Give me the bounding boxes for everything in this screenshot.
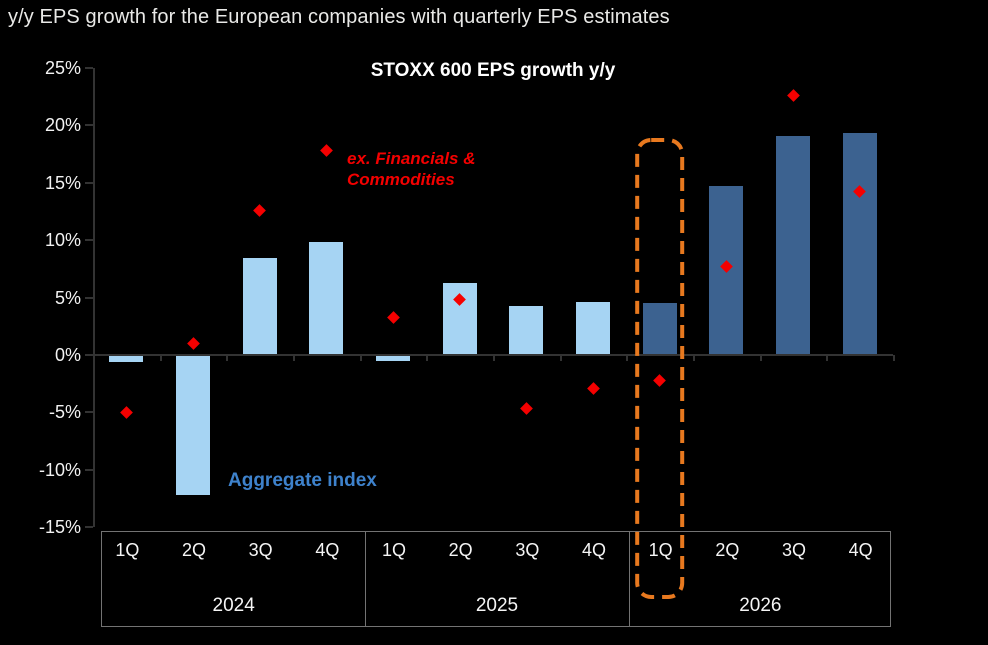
x-axis-quarter-label: 3Q: [248, 540, 273, 560]
marker-3q-2025: [519, 402, 533, 416]
x-axis-quarter-label: 1Q: [115, 540, 140, 560]
year-divider: [628, 532, 630, 626]
y-axis-label: 0%: [54, 344, 81, 365]
series-label-ex-financials-line1: ex. Financials &: [347, 149, 476, 168]
x-axis-tick: [759, 354, 762, 361]
bar-3q-2026: [776, 135, 810, 355]
x-axis-tick: [893, 354, 895, 361]
x-axis-quarter-label: 2Q: [448, 540, 473, 560]
marker-2q-2024: [186, 337, 200, 350]
x-axis-year-label: 2024: [212, 595, 255, 616]
marker-1q-2026: [653, 373, 667, 387]
x-axis-quarter-label: 3Q: [781, 540, 806, 560]
y-axis-label: 10%: [44, 230, 81, 251]
y-axis-label: 20%: [44, 115, 81, 136]
x-axis-tick: [493, 354, 495, 361]
y-axis-tick: [85, 526, 93, 528]
x-axis-tick: [426, 354, 429, 361]
marker-3q-2024: [253, 203, 267, 217]
y-axis-line: [93, 68, 95, 527]
bar-3q-2025: [509, 305, 544, 355]
y-axis-tick: [85, 296, 93, 299]
y-axis-tick: [85, 468, 93, 471]
x-axis-tick: [626, 354, 629, 361]
x-axis-tick: [359, 354, 362, 361]
y-axis-tick: [85, 353, 93, 356]
x-axis-quarter-label: 2Q: [181, 540, 206, 560]
marker-1q-2024: [119, 405, 133, 419]
y-axis-tick: [85, 67, 93, 69]
x-axis-tick: [559, 354, 562, 361]
series-label-ex-financials-line2: Commodities: [347, 170, 455, 189]
bar-1q-2026: [642, 303, 677, 355]
bar-2q-2024: [176, 354, 210, 495]
marker-1q-2025: [386, 310, 400, 324]
marker-3q-2026: [786, 89, 800, 102]
x-axis-quarter-label: 1Q: [648, 540, 673, 560]
x-axis-quarter-label: 3Q: [515, 540, 540, 560]
x-axis-quarter-label: 4Q: [315, 540, 340, 560]
x-axis-tick: [93, 354, 95, 361]
x-axis-tick: [826, 354, 829, 361]
bar-1q-2025: [376, 354, 410, 361]
y-axis-tick: [85, 411, 93, 414]
bar-4q-2024: [309, 242, 344, 355]
x-axis-year-label: 2026: [739, 595, 782, 616]
y-axis-label: -5%: [48, 402, 81, 423]
y-axis-label: -15%: [38, 517, 81, 537]
x-axis-quarter-label: 4Q: [581, 540, 606, 560]
x-axis-table: 1Q 2Q 3Q 4Q 2024 1Q 2Q 3Q 4Q 2025 1Q 2Q 3Q 4Q 2026: [101, 531, 891, 627]
highlight-box: [635, 138, 685, 599]
x-axis-tick: [159, 354, 162, 361]
marker-4q-2025: [586, 381, 600, 395]
page-title: y/y EPS growth for the European companie…: [8, 6, 670, 28]
x-axis-quarter-label: 4Q: [848, 540, 873, 560]
year-divider: [365, 532, 367, 626]
y-axis-label: -10%: [38, 459, 81, 480]
y-axis-label: 5%: [54, 287, 81, 308]
bar-4q-2025: [576, 302, 610, 355]
y-axis-tick: [85, 124, 93, 127]
x-axis-year-label: 2025: [475, 595, 519, 616]
x-axis-quarter-label: 1Q: [381, 540, 406, 560]
chart-title: STOXX 600 EPS growth y/y: [370, 60, 616, 81]
x-axis-tick: [226, 354, 229, 361]
y-axis-label: 25%: [44, 58, 81, 78]
bar-3q-2024: [242, 258, 277, 355]
series-label-aggregate-index: Aggregate index: [228, 470, 377, 491]
x-axis-tick: [293, 354, 295, 361]
y-axis-tick: [85, 181, 93, 184]
x-axis-tick: [693, 354, 695, 361]
y-axis-label: 15%: [44, 172, 81, 193]
y-axis-tick: [85, 239, 93, 242]
marker-4q-2024: [319, 144, 333, 157]
bar-4q-2026: [842, 133, 877, 355]
bar-1q-2024: [109, 354, 144, 362]
x-axis-quarter-label: 2Q: [715, 540, 740, 560]
series-label-ex-financials: ex. Financials & Commodities: [347, 148, 476, 190]
